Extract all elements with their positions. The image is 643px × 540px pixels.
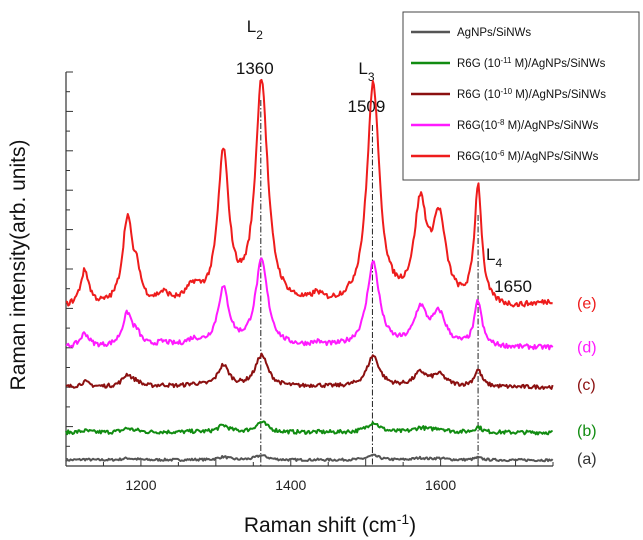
curve-labels: (a) (b) (c) (d) (e) [577,295,597,468]
peak-value: 1509 [348,97,386,116]
peak-label: L2 [247,17,263,42]
curve-label: (b) [577,423,597,440]
x-axis: 1200 1400 1600 [65,459,554,493]
x-tick-label: 1400 [275,477,306,493]
x-tick-label: 1600 [425,477,456,493]
series-line [65,257,554,351]
series-line [65,78,553,308]
series-line [65,453,554,463]
legend-box [402,11,640,181]
peak-markers: L2 1360 L3 1509 L4 1650 [236,17,532,466]
x-axis-title-sup: -1 [397,511,410,527]
series-line [65,352,554,390]
y-axis [66,71,73,467]
y-axis-title: Raman intensity(arb. units) [7,140,30,391]
peak-label: L3 [358,59,374,84]
series-group [65,78,554,463]
peak-value: 1360 [236,59,274,78]
legend-entry: AgNPs/SiNWs [457,27,531,39]
legend-entry: R6G (10-11 M)/AgNPs/SiNWs [457,56,606,71]
legend-entry: R6G (10-10 M)/AgNPs/SiNWs [457,87,606,102]
legend-entry: R6G(10-6 M)/AgNPs/SiNWs [457,149,599,164]
x-axis-title: Raman shift (cm-1) [244,511,416,537]
legend-entry: R6G(10-8 M)/AgNPs/SiNWs [457,118,599,133]
x-tick-label: 1200 [125,477,156,493]
peak-value: 1650 [494,277,532,296]
x-axis-title-main: Raman shift (cm [244,514,397,537]
curve-label: (c) [577,377,596,394]
series-line [65,420,553,436]
x-axis-title-close: ) [409,514,416,537]
peak-label: L4 [486,245,502,270]
curve-label: (e) [577,295,597,312]
curve-label: (d) [577,339,597,356]
legend: AgNPs/SiNWs R6G (10-11 M)/AgNPs/SiNWs R6G … [402,11,640,181]
curve-label: (a) [577,451,597,468]
